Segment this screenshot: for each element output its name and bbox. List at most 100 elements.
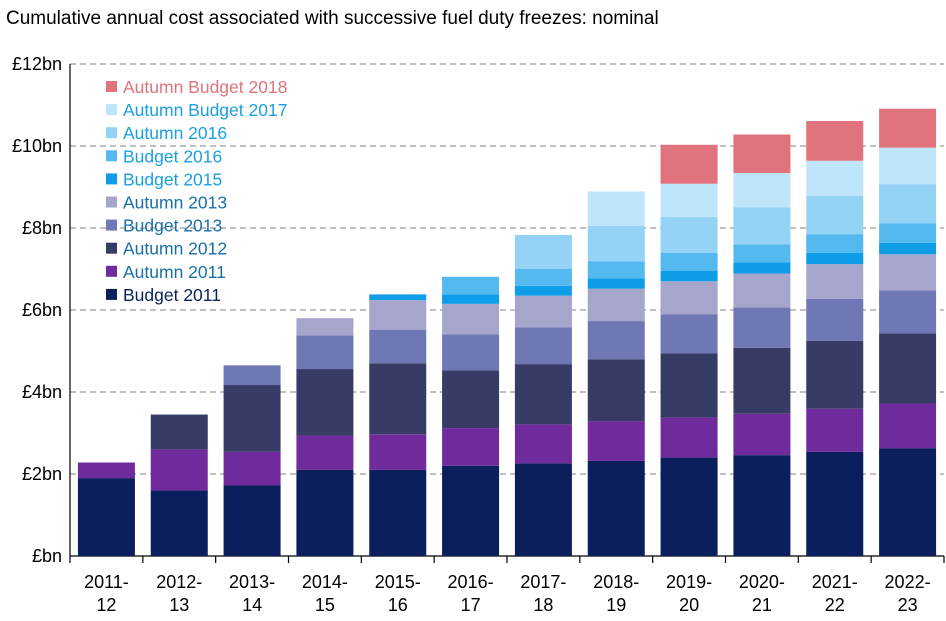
bar-segment: [879, 242, 937, 255]
bar-segment: [806, 408, 864, 452]
bar-segment: [514, 269, 572, 286]
bar-segment: [660, 253, 718, 271]
legend-swatch: [106, 196, 117, 208]
bar-segment: [733, 244, 791, 263]
x-tick-label: 19: [606, 595, 626, 615]
legend-swatch: [106, 81, 117, 92]
bar-segment: [369, 300, 427, 330]
x-tick-label: 2012-: [156, 572, 202, 592]
x-tick-label: 2018-: [593, 572, 639, 592]
bar-segment: [879, 223, 937, 243]
legend-swatch: [106, 127, 117, 139]
bar-segment: [806, 160, 864, 197]
bar-segment: [660, 270, 718, 282]
bar-segment: [733, 207, 791, 245]
bar-segment: [150, 490, 208, 556]
y-tick-label: £2bn: [22, 464, 62, 484]
legend-label: Autumn Budget 2018: [123, 77, 287, 97]
y-tick-label: £4bn: [22, 382, 62, 402]
bar-segment: [733, 173, 791, 208]
bar-segment: [733, 134, 791, 174]
x-tick-label: 2020-: [739, 572, 785, 592]
legend-swatch: [106, 265, 117, 277]
x-tick-label: 2013-: [229, 572, 275, 592]
bar-segment: [514, 364, 572, 425]
x-tick-label: 2022-: [885, 572, 931, 592]
bar-segment: [296, 369, 354, 436]
legend-label: Budget 2015: [123, 169, 222, 189]
chart-title: Cumulative annual cost associated with s…: [6, 8, 659, 29]
bar-segment: [587, 321, 645, 360]
bar-segment: [442, 294, 500, 304]
bar-segment: [514, 424, 572, 464]
bar-segment: [587, 359, 645, 422]
bar-segment: [514, 234, 572, 269]
bar-segment: [296, 435, 354, 470]
x-tick-label: 18: [533, 595, 553, 615]
x-tick-label: 20: [679, 595, 699, 615]
bar-segment: [879, 448, 937, 556]
legend-swatch: [106, 219, 117, 231]
bar-segment: [369, 329, 427, 364]
bar-segment: [806, 298, 864, 341]
bar-segment: [442, 303, 500, 335]
bar-segment: [660, 457, 718, 556]
legend-swatch: [106, 242, 117, 254]
x-tick-label: 16: [388, 595, 408, 615]
bar-segment: [369, 294, 427, 301]
bar-segment: [806, 451, 864, 556]
bar-segment: [879, 147, 937, 185]
x-tick-label: 2014-: [302, 572, 348, 592]
x-tick-label: 14: [242, 595, 262, 615]
bar-segment: [442, 428, 500, 466]
x-tick-label: 15: [315, 595, 335, 615]
bar-segment: [660, 417, 718, 458]
bar-segment: [806, 196, 864, 235]
bar-segment: [879, 403, 937, 449]
legend-swatch: [106, 150, 117, 162]
bar-segment: [442, 465, 500, 556]
bar-segment: [369, 469, 427, 556]
bar-segment: [806, 234, 864, 254]
bar-segment: [660, 144, 718, 184]
bar-segment: [587, 460, 645, 556]
bar-segment: [660, 353, 718, 418]
bar-segment: [296, 469, 354, 556]
bar-segment: [223, 365, 281, 386]
bar-segment: [369, 434, 427, 470]
x-tick-label: 2017-: [520, 572, 566, 592]
legend-label: Autumn Budget 2017: [123, 100, 287, 120]
legend-label: Budget 2013: [123, 216, 222, 236]
legend-label: Autumn 2016: [123, 123, 227, 143]
legend-swatch: [106, 104, 117, 116]
bar-segment: [296, 318, 354, 336]
y-tick-label: £6bn: [22, 300, 62, 320]
bar-segment: [806, 340, 864, 409]
bar-segment: [587, 225, 645, 262]
y-tick-label: £bn: [32, 546, 62, 566]
bar-segment: [806, 264, 864, 299]
bar-segment: [587, 278, 645, 289]
bar-segment: [660, 281, 718, 315]
bar-segment: [223, 385, 281, 452]
bar-segment: [442, 370, 500, 429]
bar-segment: [879, 108, 937, 148]
legend-label: Autumn 2013: [123, 193, 227, 213]
bar-segment: [733, 262, 791, 274]
bar-segment: [733, 273, 791, 308]
bar-segment: [587, 421, 645, 461]
x-tick-label: 21: [752, 595, 772, 615]
bar-segment: [806, 253, 864, 265]
bar-segment: [806, 120, 864, 161]
bar-segment: [442, 276, 500, 295]
bar-segment: [879, 254, 937, 291]
bar-segment: [879, 333, 937, 404]
y-tick-label: £10bn: [12, 136, 62, 156]
bar-segment: [587, 288, 645, 322]
legend-label: Autumn 2012: [123, 239, 227, 259]
bar-segment: [587, 261, 645, 279]
x-tick-label: 13: [169, 595, 189, 615]
bar-segment: [223, 451, 281, 486]
x-tick-label: 12: [96, 595, 116, 615]
